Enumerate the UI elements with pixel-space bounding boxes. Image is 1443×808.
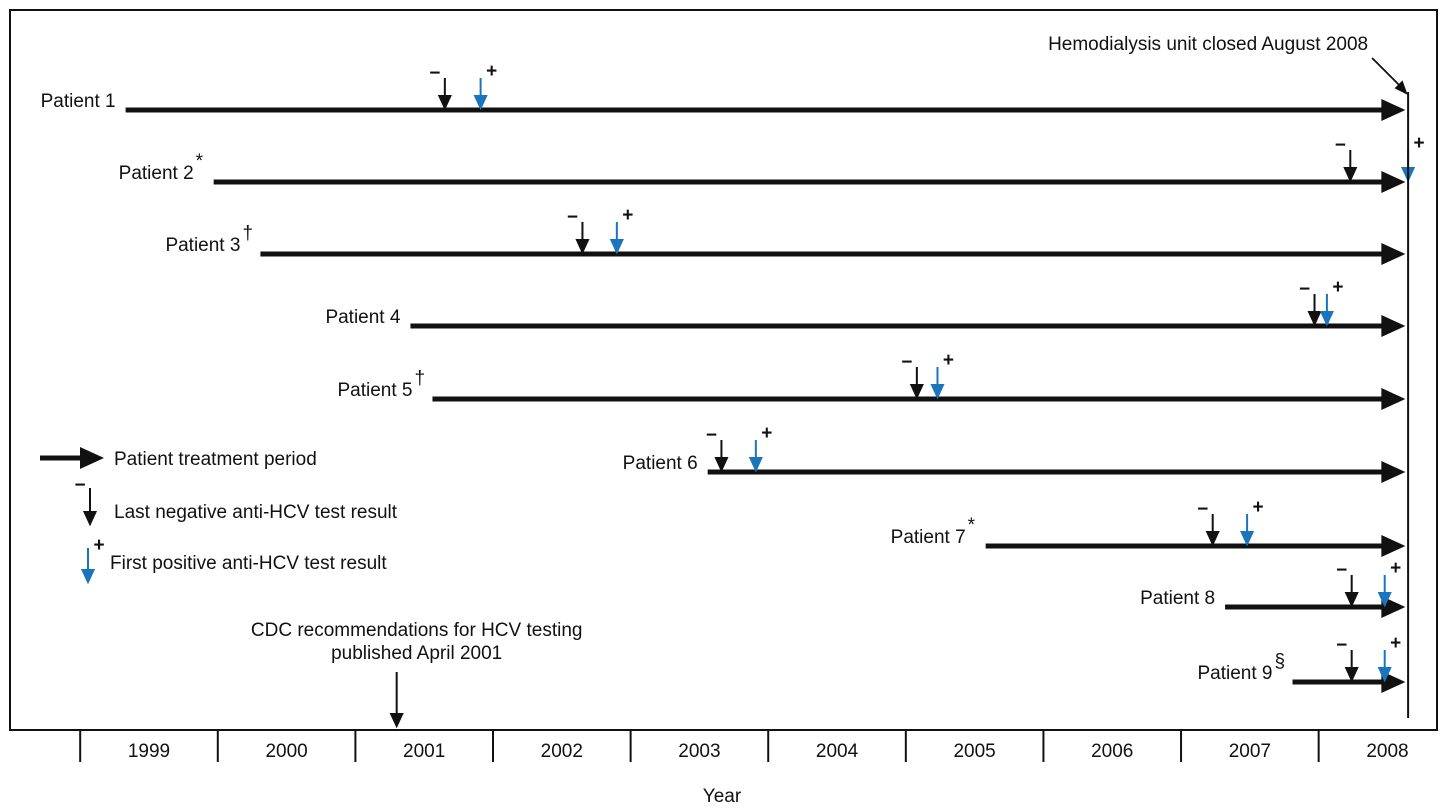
negative-symbol: − (1299, 279, 1310, 300)
positive-symbol: + (943, 350, 954, 371)
positive-arrow (609, 222, 624, 255)
treatment-period (1292, 671, 1406, 693)
positive-symbol: + (1332, 277, 1343, 298)
negative-symbol: − (567, 207, 578, 228)
negative-arrow (1343, 150, 1358, 183)
patient-label: Patient 6 (623, 453, 698, 474)
annotation-text: CDC recommendations for HCV testing (251, 620, 583, 641)
negative-symbol: − (429, 63, 440, 84)
x-tick-label: 2005 (953, 741, 995, 762)
patient-note: § (1275, 651, 1286, 672)
negative-symbol: − (901, 352, 912, 373)
positive-arrow (748, 440, 763, 473)
positive-symbol: + (1390, 558, 1401, 579)
treatment-period (432, 388, 1406, 410)
annotation-arrow (1371, 57, 1408, 95)
positive-arrow (1319, 294, 1334, 327)
legend-negative (82, 488, 98, 527)
negative-symbol: − (706, 425, 717, 446)
positive-symbol: + (1390, 633, 1401, 654)
legend-positive (80, 548, 96, 585)
legend-symbol: + (93, 535, 104, 556)
positive-symbol: + (622, 205, 633, 226)
patient-note: † (242, 223, 253, 244)
patient-note: * (196, 151, 204, 172)
positive-arrow (1240, 514, 1255, 547)
x-tick-label: 2002 (541, 741, 583, 762)
positive-arrow (930, 367, 945, 400)
negative-arrow (575, 222, 590, 255)
negative-arrow (1344, 650, 1359, 683)
x-tick-label: 2006 (1091, 741, 1133, 762)
negative-symbol: − (1336, 560, 1347, 581)
patient-label: Patient 2 (119, 163, 194, 184)
treatment-period (707, 461, 1406, 483)
negative-arrow (714, 440, 729, 473)
x-tick-label: 2004 (816, 741, 859, 762)
negative-symbol: − (1335, 135, 1346, 156)
treatment-period (213, 171, 1406, 193)
legend-symbol: − (74, 475, 85, 496)
negative-arrow (1307, 294, 1322, 327)
patient-label: Patient 5 (337, 380, 412, 401)
negative-symbol: − (1197, 499, 1208, 520)
treatment-period (985, 535, 1406, 557)
plot-frame (9, 9, 1438, 731)
legend-label: First positive anti-HCV test result (110, 553, 387, 574)
patient-label: Patient 3 (165, 235, 240, 256)
x-tick-label: 2007 (1229, 741, 1271, 762)
treatment-period (1225, 596, 1406, 618)
annotation-text: Hemodialysis unit closed August 2008 (1048, 34, 1368, 55)
positive-arrow (473, 78, 488, 111)
x-tick-label: 2000 (265, 741, 307, 762)
treatment-period (260, 243, 1406, 265)
x-tick-label: 2008 (1366, 741, 1408, 762)
negative-symbol: − (1336, 635, 1347, 656)
x-tick-label: 2003 (678, 741, 720, 762)
legend-label: Patient treatment period (114, 449, 317, 470)
negative-arrow (1344, 575, 1359, 608)
negative-arrow (437, 78, 452, 111)
positive-arrow (1377, 650, 1392, 683)
positive-symbol: + (1253, 497, 1264, 518)
patient-note: † (414, 368, 425, 389)
patient-label: Patient 4 (325, 307, 400, 328)
treatment-period (410, 315, 1406, 337)
positive-arrow (1377, 575, 1392, 608)
legend-label: Last negative anti-HCV test result (114, 502, 398, 523)
treatment-period (125, 99, 1406, 121)
legend-period (40, 447, 104, 469)
negative-arrow (909, 367, 924, 400)
positive-symbol: + (486, 61, 497, 82)
patient-label: Patient 9 (1198, 663, 1273, 684)
negative-arrow (1205, 514, 1220, 547)
annotation-text: published April 2001 (331, 643, 502, 664)
patient-label: Patient 1 (41, 91, 116, 112)
positive-symbol: + (761, 423, 772, 444)
positive-symbol: + (1414, 133, 1425, 154)
x-axis-label: Year (703, 786, 742, 807)
annotation-arrow (389, 672, 404, 729)
x-tick-label: 1999 (128, 741, 170, 762)
patient-label: Patient 8 (1140, 588, 1215, 609)
patient-label: Patient 7 (891, 527, 966, 548)
x-tick-label: 2001 (403, 741, 445, 762)
patient-note: * (968, 515, 976, 536)
